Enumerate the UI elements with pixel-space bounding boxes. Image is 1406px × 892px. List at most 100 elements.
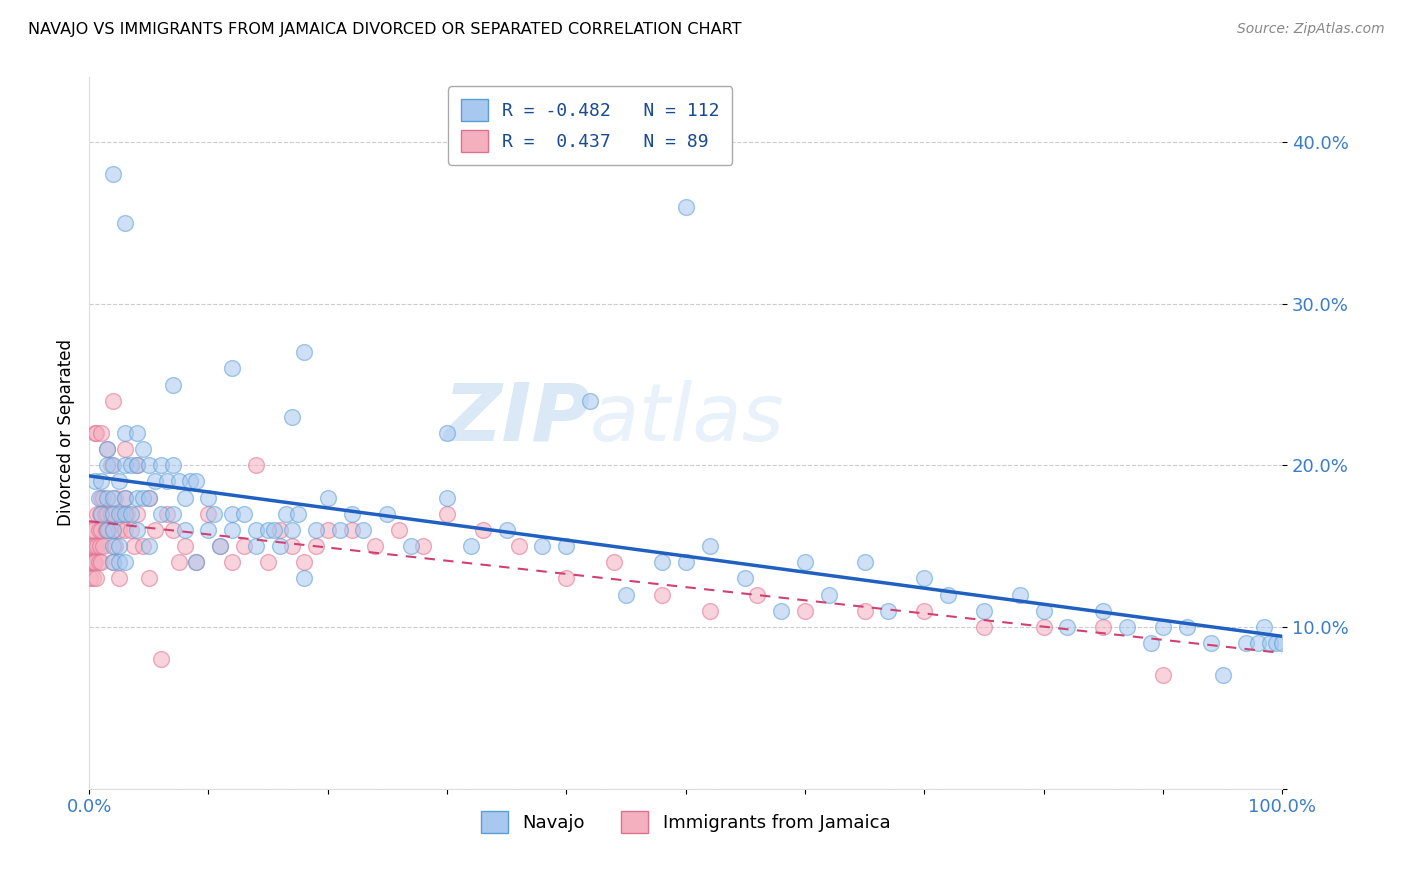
Point [364, 539, 387, 553]
Point [1008, 588, 1031, 602]
Point [108, 523, 131, 537]
Point [179, 475, 201, 489]
Point [353, 523, 375, 537]
Point [84, 425, 107, 440]
Point [138, 539, 160, 553]
Point [734, 571, 756, 585]
Point [377, 507, 399, 521]
Point [89, 539, 111, 553]
Point [114, 216, 136, 230]
Point [108, 507, 131, 521]
Point [340, 523, 363, 537]
Point [316, 523, 339, 537]
Point [162, 523, 184, 537]
Point [125, 523, 148, 537]
Point [221, 523, 243, 537]
Point [90, 555, 112, 569]
Point [675, 200, 697, 214]
Point [1247, 636, 1270, 650]
Point [100, 507, 122, 521]
Point [221, 507, 243, 521]
Point [90, 523, 112, 537]
Point [186, 555, 208, 569]
Point [167, 475, 190, 489]
Point [1253, 620, 1275, 634]
Point [817, 588, 839, 602]
Point [197, 507, 219, 521]
Point [167, 555, 190, 569]
Point [156, 507, 179, 521]
Point [399, 539, 422, 553]
Point [1212, 668, 1234, 682]
Point [233, 539, 256, 553]
Point [96, 523, 118, 537]
Point [149, 458, 172, 473]
Point [93, 491, 115, 505]
Point [138, 458, 160, 473]
Point [340, 507, 363, 521]
Point [699, 539, 721, 553]
Point [101, 523, 124, 537]
Point [292, 555, 315, 569]
Point [281, 409, 304, 424]
Point [101, 458, 124, 473]
Point [1236, 636, 1258, 650]
Point [125, 458, 148, 473]
Point [114, 555, 136, 569]
Legend: Navajo, Immigrants from Jamaica: Navajo, Immigrants from Jamaica [470, 800, 901, 844]
Point [460, 539, 482, 553]
Point [912, 604, 935, 618]
Point [79, 539, 101, 553]
Point [80, 523, 103, 537]
Point [93, 507, 115, 521]
Y-axis label: Divorced or Separated: Divorced or Separated [58, 340, 75, 526]
Point [90, 491, 112, 505]
Point [79, 571, 101, 585]
Point [221, 555, 243, 569]
Point [209, 539, 232, 553]
Point [101, 523, 124, 537]
Point [117, 507, 139, 521]
Point [221, 361, 243, 376]
Point [132, 491, 155, 505]
Point [257, 555, 280, 569]
Point [1199, 636, 1222, 650]
Point [471, 523, 494, 537]
Point [120, 507, 142, 521]
Point [86, 539, 108, 553]
Point [114, 491, 136, 505]
Point [269, 523, 291, 537]
Point [269, 539, 291, 553]
Point [257, 523, 280, 537]
Point [96, 442, 118, 457]
Point [1265, 636, 1288, 650]
Point [138, 491, 160, 505]
Point [111, 507, 134, 521]
Point [125, 491, 148, 505]
Point [97, 523, 120, 537]
Point [555, 539, 578, 553]
Point [1092, 604, 1115, 618]
Point [245, 523, 267, 537]
Point [90, 425, 112, 440]
Point [101, 555, 124, 569]
Point [104, 491, 127, 505]
Point [531, 539, 554, 553]
Point [101, 168, 124, 182]
Point [912, 571, 935, 585]
Point [90, 507, 112, 521]
Point [162, 458, 184, 473]
Point [93, 539, 115, 553]
Point [96, 442, 118, 457]
Point [125, 458, 148, 473]
Point [108, 571, 131, 585]
Point [143, 523, 166, 537]
Point [603, 555, 626, 569]
Point [292, 571, 315, 585]
Point [305, 539, 328, 553]
Point [114, 458, 136, 473]
Point [675, 555, 697, 569]
Point [82, 539, 104, 553]
Point [936, 588, 959, 602]
Point [508, 539, 530, 553]
